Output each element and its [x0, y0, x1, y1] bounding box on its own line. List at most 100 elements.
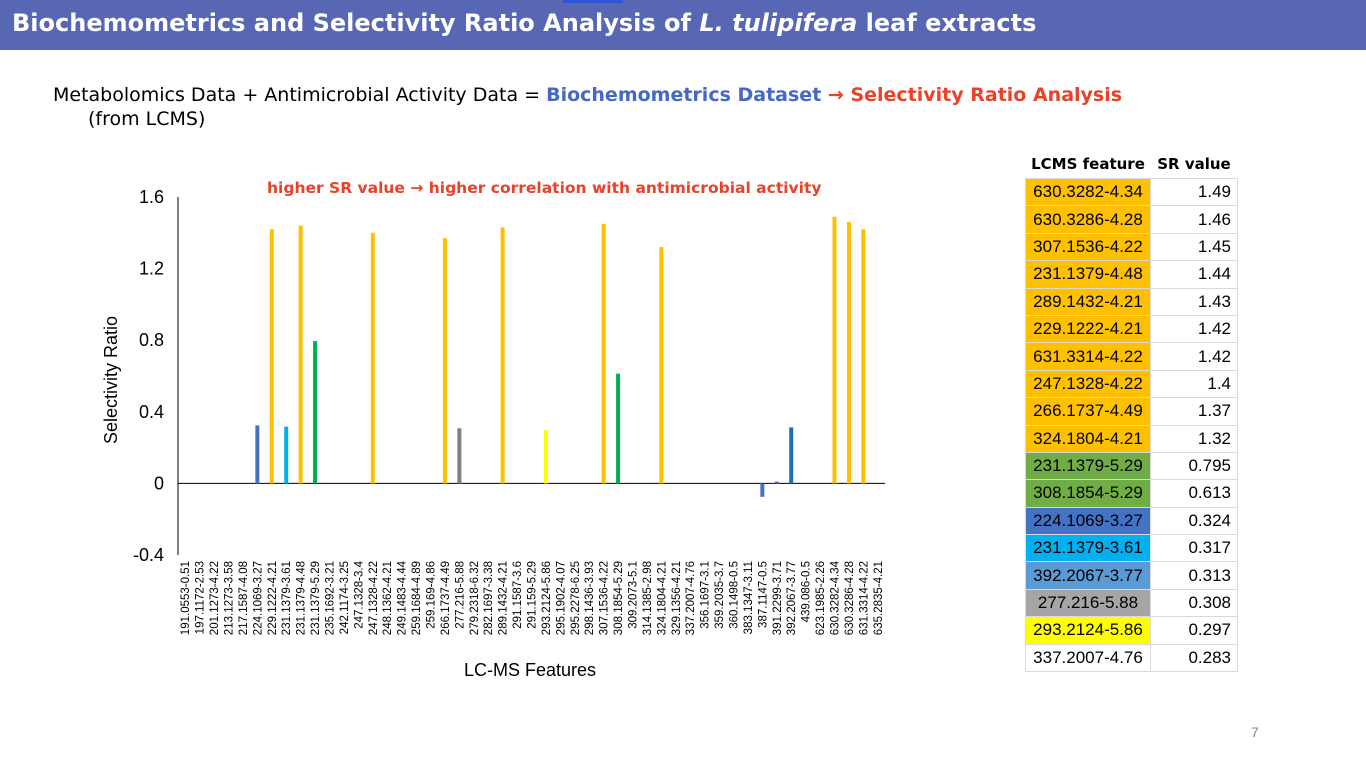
x-tick-label: 213.1273-3.58 [224, 561, 236, 635]
formula-line: Metabolomics Data + Antimicrobial Activi… [53, 84, 1122, 106]
header-sr-value: SR value [1157, 155, 1231, 173]
sr-value-cell: 0.613 [1150, 479, 1238, 508]
table-row: 630.3286-4.28 1.46 [1025, 205, 1238, 234]
x-tick-label: 314.1385-2.98 [642, 561, 654, 635]
sr-value-cell: 1.44 [1150, 260, 1238, 289]
table-row: 324.1804-4.21 1.32 [1025, 424, 1238, 453]
sr-value-cell: 1.37 [1150, 397, 1238, 426]
formula-text: Metabolomics Data + Antimicrobial Activi… [53, 84, 547, 106]
y-tick-label: 0.8 [139, 330, 164, 350]
x-tick-label: 249.1483-4.44 [397, 560, 409, 635]
lcms-feature-cell: 337.2007-4.76 [1025, 643, 1151, 673]
x-tick-label: 623.1985-2.26 [815, 561, 827, 635]
x-axis-title: LC-MS Features [464, 660, 596, 680]
x-tick-label: 217.1587-4.08 [238, 561, 250, 635]
bar [269, 229, 274, 484]
x-tick-label: 391.2299-3.71 [772, 561, 784, 635]
bar [789, 427, 794, 484]
y-axis-title: Selectivity Ratio [101, 316, 121, 444]
lcms-feature-cell: 307.1536-4.22 [1025, 232, 1151, 262]
x-tick-label: 630.3282-4.34 [830, 560, 842, 635]
formula-arrow: → [821, 84, 851, 106]
x-tick-label: 231.1379-3.61 [281, 561, 293, 635]
bar [861, 229, 866, 484]
lcms-feature-cell: 308.1854-5.29 [1025, 479, 1151, 508]
bar [298, 225, 303, 484]
x-tick-label: 392.2067-3.77 [786, 561, 798, 635]
x-tick-label: 631.3314-4.22 [858, 561, 870, 635]
x-tick-label: 329.1356-4.21 [671, 561, 683, 635]
lcms-feature-cell: 266.1737-4.49 [1025, 397, 1151, 426]
table-row: 231.1379-4.48 1.44 [1025, 260, 1238, 289]
x-tick-label: 356.1697-3.1 [700, 561, 712, 629]
x-tick-label: 259.1684-4.89 [411, 561, 423, 635]
sr-value-cell: 1.46 [1150, 205, 1238, 234]
x-tick-label: 248.1362-4.21 [382, 561, 394, 635]
bar [442, 238, 447, 484]
bar [659, 247, 664, 484]
chart-annotation: higher SR value → higher correlation wit… [267, 179, 821, 197]
x-tick-label: 231.1379-5.29 [310, 561, 322, 635]
lcms-feature-cell: 277.216-5.88 [1025, 588, 1151, 618]
x-tick-label: 635.2835-4.21 [873, 561, 885, 635]
sr-value-table: LCMS feature SR value 630.3282-4.34 1.49 6… [1025, 150, 1238, 673]
x-tick-label: 309.2073-5.1 [628, 561, 640, 629]
bar [500, 227, 505, 484]
biochemometrics-dataset-label: Biochemometrics Dataset [546, 84, 822, 106]
table-row: 289.1432-4.21 1.43 [1025, 287, 1238, 316]
table-row: 231.1379-3.61 0.317 [1025, 534, 1238, 563]
table-row: 231.1379-5.29 0.795 [1025, 451, 1238, 481]
table-body: 630.3282-4.34 1.49 630.3286-4.28 1.46 307.15… [1025, 177, 1238, 673]
x-tick-label: 359.2035-3.7 [714, 561, 726, 629]
table-row: 277.216-5.88 0.308 [1025, 588, 1238, 618]
table-row: 307.1536-4.22 1.45 [1025, 232, 1238, 262]
bar [313, 341, 318, 484]
table-row: 630.3282-4.34 1.49 [1025, 177, 1238, 207]
y-tick-label: 1.6 [139, 187, 164, 207]
sr-value-cell: 1.32 [1150, 424, 1238, 453]
lcms-feature-cell: 630.3286-4.28 [1025, 205, 1151, 234]
x-tick-label: 229.1222-4.21 [267, 561, 279, 635]
x-tick-label: 197.1172-2.53 [195, 561, 207, 634]
bar [543, 430, 548, 484]
lcms-feature-cell: 224.1069-3.27 [1025, 506, 1151, 536]
x-tick-label: 360.1498-0.5 [729, 561, 741, 629]
lcms-feature-cell: 229.1222-4.21 [1025, 314, 1151, 344]
table-row: 631.3314-4.22 1.42 [1025, 342, 1238, 371]
bar [457, 428, 462, 484]
x-tick-label: 266.1737-4.49 [440, 561, 452, 635]
x-tick-label: 307.1536-4.22 [599, 561, 611, 635]
sr-value-cell: 1.49 [1150, 177, 1238, 207]
x-tick-label: 289.1432-4.21 [498, 561, 510, 635]
table-row: 224.1069-3.27 0.324 [1025, 506, 1238, 536]
formula-subtext: (from LCMS) [88, 108, 206, 130]
x-tick-label: 324.1804-4.21 [656, 561, 668, 635]
bar [284, 426, 289, 484]
x-tick-label: 247.1328-3.4 [353, 560, 365, 628]
sr-value-cell: 1.4 [1150, 369, 1238, 399]
table-row: 392.2067-3.77 0.313 [1025, 561, 1238, 590]
table-row: 308.1854-5.29 0.613 [1025, 479, 1238, 508]
x-tick-label: 224.1069-3.27 [252, 561, 264, 635]
x-tick-label: 337.2007-4.76 [685, 561, 697, 635]
lcms-feature-cell: 631.3314-4.22 [1025, 342, 1151, 371]
x-tick-label: 191.0553-0.51 [180, 561, 192, 635]
table-row: 266.1737-4.49 1.37 [1025, 397, 1238, 426]
sr-value-cell: 0.313 [1150, 561, 1238, 590]
bar [255, 425, 260, 484]
title-bar: Biochemometrics and Selectivity Ratio An… [0, 0, 1366, 50]
selectivity-ratio-analysis-label: Selectivity Ratio Analysis [850, 84, 1123, 106]
x-tick-label: 298.1436-3.93 [584, 561, 596, 635]
x-tick-label: 295.2278-6.25 [570, 561, 582, 635]
sr-value-cell: 0.283 [1150, 643, 1238, 673]
lcms-feature-cell: 231.1379-4.48 [1025, 260, 1151, 289]
x-tick-label: 279.2318-6.32 [469, 561, 481, 635]
lcms-feature-cell: 324.1804-4.21 [1025, 424, 1151, 453]
y-tick-label: 0.4 [139, 402, 164, 422]
sr-value-cell: 0.317 [1150, 534, 1238, 563]
lcms-feature-cell: 231.1379-5.29 [1025, 451, 1151, 481]
y-tick-label: -0.4 [133, 545, 164, 565]
lcms-feature-cell: 231.1379-3.61 [1025, 534, 1151, 563]
x-tick-label: 293.2124-5.86 [541, 561, 553, 635]
x-tick-label: 242.1174-3.25 [339, 561, 351, 634]
